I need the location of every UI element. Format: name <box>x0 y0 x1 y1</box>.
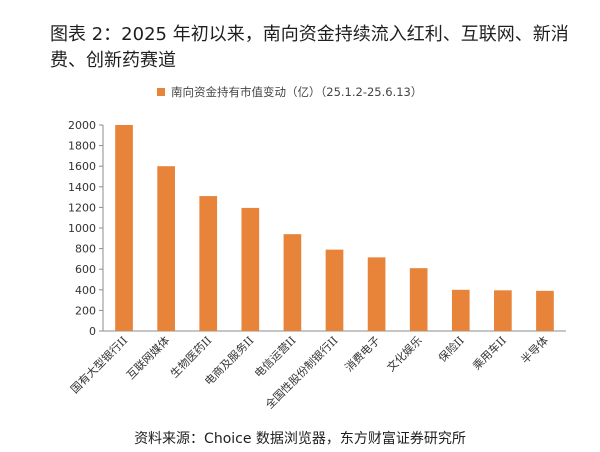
x-tick-label: 消费电子 <box>342 333 383 374</box>
x-tick-label: 互联网媒体 <box>123 333 172 382</box>
bar <box>241 207 260 331</box>
y-tick-label: 1800 <box>68 140 96 153</box>
legend-swatch <box>157 88 165 96</box>
chart-legend: 南向资金持有市值变动（亿）（25.1.2-25.6.13） <box>157 84 422 100</box>
y-tick-label: 600 <box>75 263 96 276</box>
bar <box>157 166 175 331</box>
bar <box>494 290 512 331</box>
bar <box>283 234 302 331</box>
x-tick-label: 半导体 <box>518 333 551 366</box>
y-tick-label: 200 <box>75 304 96 317</box>
bar <box>199 196 218 331</box>
x-tick-label: 保险II <box>435 333 467 365</box>
y-tick-label: 1000 <box>68 222 96 235</box>
bar <box>115 125 133 331</box>
y-tick-label: 800 <box>75 243 96 256</box>
y-tick-label: 1600 <box>68 160 96 173</box>
x-tick-label: 国有大型银行II <box>67 333 130 396</box>
x-tick-label: 全国性股份制银行II <box>262 333 340 411</box>
source-note: 资料来源：Choice 数据浏览器，东方财富证券研究所 <box>134 431 466 447</box>
y-tick-label: 1400 <box>68 181 96 194</box>
bar <box>367 257 386 331</box>
y-tick-label: 0 <box>89 325 96 338</box>
bar <box>409 268 428 331</box>
bar <box>451 289 470 331</box>
y-tick-label: 2000 <box>68 119 96 132</box>
y-tick-label: 1200 <box>68 201 96 214</box>
x-tick-label: 文化娱乐 <box>384 333 425 374</box>
bar <box>325 249 344 331</box>
chart-title: 图表 2：2025 年初以来，南向资金持续流入红利、互联网、新消费、创新药赛道 <box>50 24 569 71</box>
legend-label: 南向资金持有市值变动（亿）（25.1.2-25.6.13） <box>171 85 423 99</box>
bar <box>536 290 554 331</box>
y-tick-label: 400 <box>75 284 96 297</box>
x-tick-label: 乘用车II <box>470 333 509 372</box>
